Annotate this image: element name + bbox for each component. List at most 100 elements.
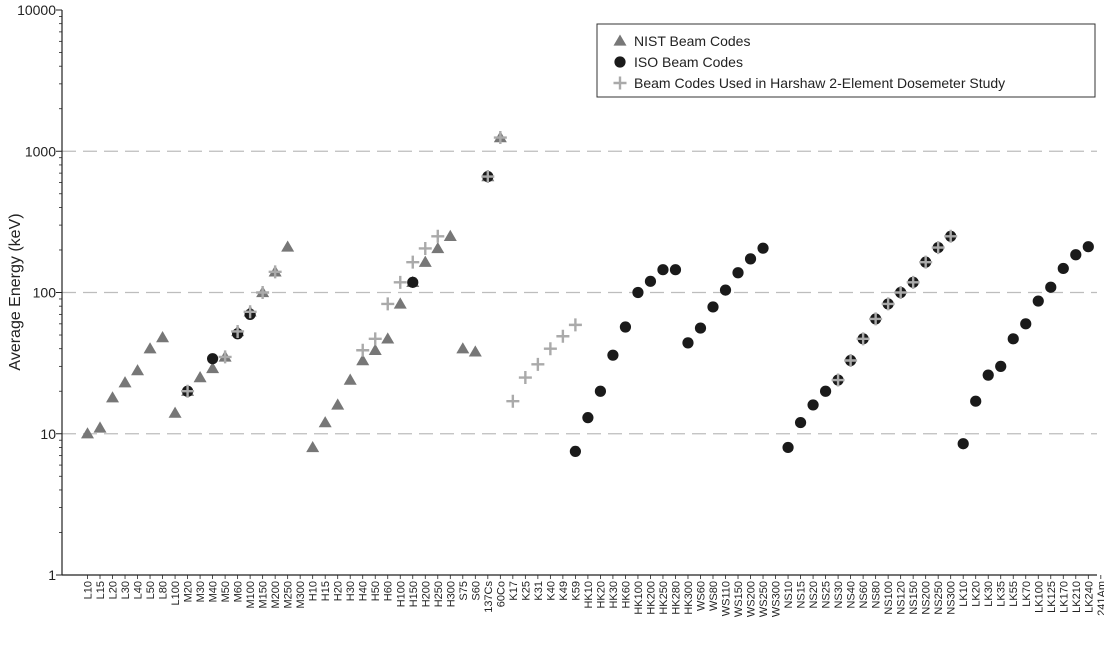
x-tick-label: LK20	[971, 581, 983, 607]
data-point-triangle	[143, 342, 157, 354]
data-point-plus	[231, 324, 245, 338]
x-tick-label: H30	[345, 581, 357, 601]
x-tick-label: M30	[195, 581, 207, 602]
legend-box	[596, 23, 1096, 98]
x-tick-label: NS40	[846, 581, 858, 609]
x-tick-label: H50	[370, 581, 382, 601]
data-point-triangle	[368, 343, 382, 355]
x-tick-label: M100	[245, 581, 257, 609]
x-tick-label: NS100	[883, 581, 895, 615]
data-point-circle	[982, 369, 994, 381]
data-point-triangle	[393, 297, 407, 309]
x-tick-label: NS80	[871, 581, 883, 609]
data-point-plus	[181, 384, 195, 398]
x-tick-label: LK240	[1083, 581, 1095, 613]
data-point-triangle	[356, 354, 370, 366]
x-tick-label: HK10	[583, 581, 595, 609]
data-point-circle	[207, 353, 219, 365]
x-tick-label: H20	[333, 581, 345, 601]
legend-marker-circle	[614, 56, 626, 68]
data-point-circle	[970, 395, 982, 407]
data-point-circle	[719, 284, 732, 296]
data-point-triangle	[343, 373, 357, 385]
x-tick-label: M50	[220, 581, 232, 602]
x-tick-label: HK200	[645, 581, 657, 615]
data-point-circle	[694, 322, 707, 334]
data-point-plus	[406, 255, 420, 269]
x-tick-label: WS60	[695, 581, 707, 611]
data-point-circle	[995, 360, 1007, 372]
legend-marker-plus	[613, 76, 627, 90]
y-tick-label: 1000	[25, 143, 56, 159]
data-point-circle	[682, 337, 694, 349]
data-point-plus	[894, 286, 908, 299]
data-point-plus	[256, 286, 270, 299]
y-tick-label: 10000	[17, 2, 56, 18]
data-point-plus	[869, 312, 883, 326]
x-tick-label: WS250	[758, 581, 770, 617]
legend-label: Beam Codes Used in Harshaw 2-Element Dos…	[634, 75, 1005, 91]
data-point-circle	[407, 276, 419, 288]
data-points	[81, 131, 1094, 457]
data-point-circle	[819, 385, 832, 397]
data-point-plus	[543, 342, 557, 356]
x-tick-label: L100	[170, 581, 182, 605]
data-point-plus	[518, 371, 532, 385]
x-tick-label: HK30	[608, 581, 620, 609]
data-point-circle	[744, 253, 757, 265]
data-point-plus	[493, 131, 507, 145]
x-tick-label: HK20	[595, 581, 607, 609]
x-tick-label: M20	[183, 581, 195, 602]
x-tick-label: LK35	[996, 581, 1008, 607]
data-point-circle	[569, 445, 581, 457]
x-tick-label: K17	[508, 581, 520, 601]
x-tick-label: M200	[270, 581, 282, 609]
x-tick-label: L80	[158, 581, 170, 599]
x-tick-label: NS20	[808, 581, 820, 609]
x-tick-label: 137Cs	[483, 581, 495, 613]
data-point-plus	[356, 343, 370, 357]
data-point-triangle	[468, 345, 482, 357]
data-point-circle	[594, 385, 607, 397]
data-point-plus	[556, 329, 570, 343]
data-point-circle	[582, 412, 594, 424]
x-tick-label: NS200	[921, 581, 933, 615]
data-point-triangle	[331, 398, 345, 410]
x-tick-label: LK70	[1021, 581, 1033, 607]
data-point-plus	[568, 318, 582, 332]
x-tick-label: H100	[395, 581, 407, 607]
data-point-plus	[268, 265, 282, 279]
data-point-plus	[368, 332, 382, 346]
data-point-circle	[1032, 295, 1044, 307]
y-tick-label: 10	[40, 426, 56, 442]
x-tick-label: L40	[133, 581, 145, 599]
data-point-circle	[657, 264, 669, 276]
data-point-plus	[906, 275, 920, 289]
data-point-triangle	[456, 342, 470, 354]
data-point-triangle	[306, 440, 320, 453]
x-tick-label: 60Co	[495, 581, 507, 607]
data-point-triangle	[81, 427, 94, 439]
data-point-circle	[669, 264, 682, 276]
x-ticks: L10 L15 L20 L30 L40 L50 L80 L100 M20 M30 M40 M50 M60…	[83, 575, 1104, 617]
x-tick-label: H300	[445, 581, 457, 607]
x-tick-label: NS250	[933, 581, 945, 615]
x-tick-label: WS200	[746, 581, 758, 617]
x-tick-label: NS60	[858, 581, 870, 609]
data-point-triangle	[318, 416, 332, 428]
data-point-plus	[393, 275, 407, 289]
x-tick-label: H250	[433, 581, 445, 607]
x-tick-label: NS10	[783, 581, 795, 609]
x-tick-label: LK170	[1058, 581, 1070, 613]
x-tick-label: L10	[83, 581, 95, 599]
x-tick-label: H200	[420, 581, 432, 607]
x-tick-label: L50	[145, 581, 157, 599]
x-tick-label: WS300	[771, 581, 783, 617]
x-tick-label: H15	[320, 581, 332, 601]
x-tick-label: LK30	[983, 581, 995, 607]
data-point-plus	[931, 241, 945, 255]
data-point-plus	[944, 229, 958, 243]
x-tick-label: NS30	[833, 581, 845, 609]
x-tick-label: M40	[208, 581, 220, 602]
